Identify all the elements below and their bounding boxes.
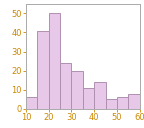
Bar <box>106 99 117 109</box>
Bar <box>94 82 106 109</box>
Bar <box>60 63 71 109</box>
Bar <box>71 71 83 109</box>
Bar <box>49 13 60 109</box>
Bar <box>83 88 94 109</box>
Bar <box>26 97 37 109</box>
Bar <box>128 94 140 109</box>
Bar <box>117 97 128 109</box>
Bar <box>37 31 49 109</box>
